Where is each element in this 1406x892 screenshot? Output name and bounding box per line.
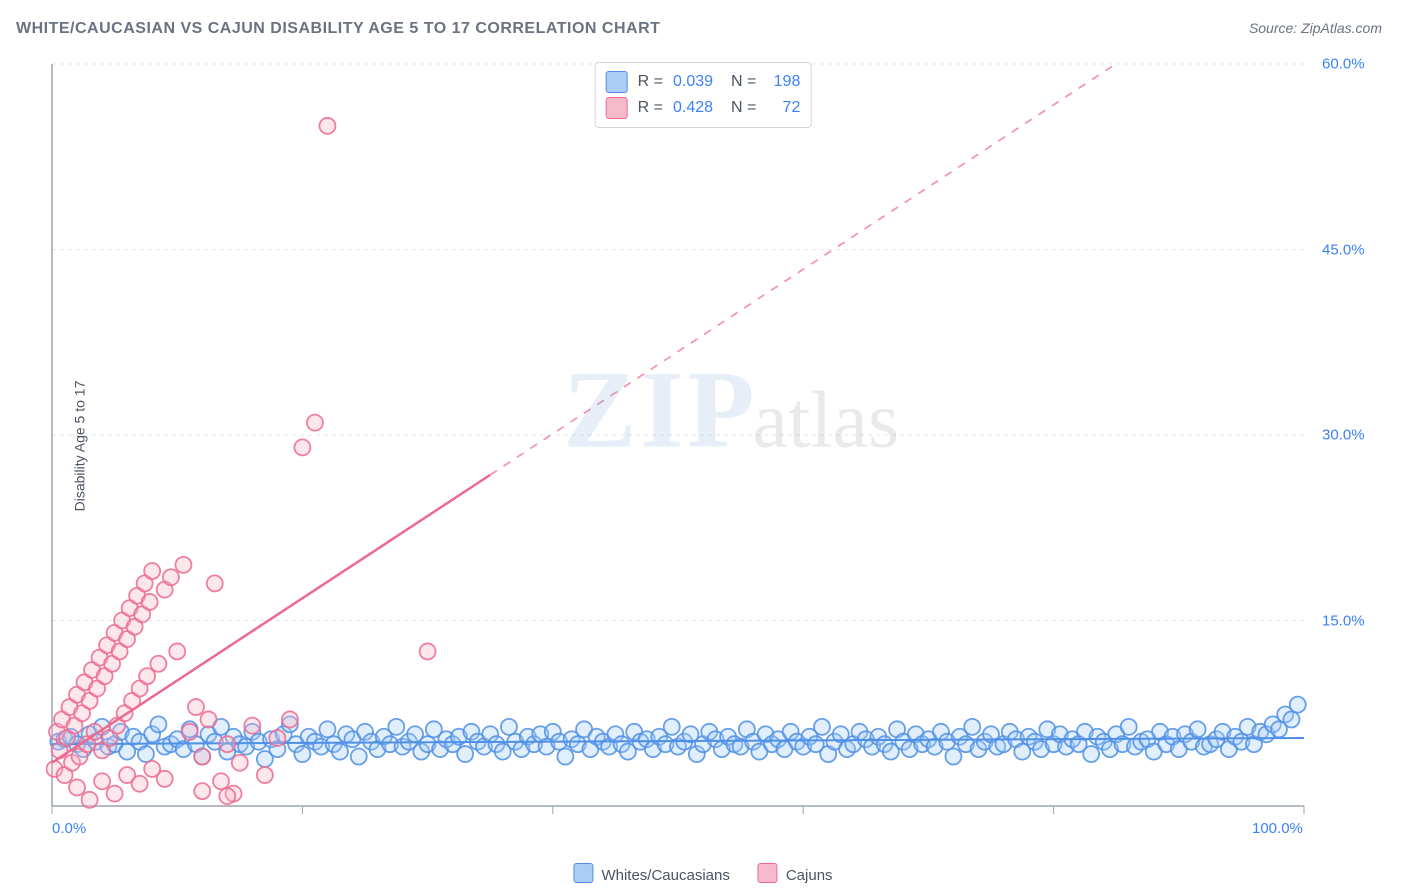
x-tick-label: 100.0% xyxy=(1252,820,1303,837)
y-tick-label: 60.0% xyxy=(1322,56,1365,73)
correlation-legend-row: R = 0.428 N = 72 xyxy=(606,95,801,121)
n-label: N = xyxy=(731,95,756,121)
legend-label: Whites/Caucasians xyxy=(601,867,729,884)
r-value: 0.039 xyxy=(673,69,721,95)
r-label: R = xyxy=(638,69,663,95)
y-tick-label: 15.0% xyxy=(1322,612,1365,629)
chart-container xyxy=(46,58,1386,838)
legend-swatch xyxy=(573,863,593,883)
legend-swatch xyxy=(606,97,628,119)
y-tick-label: 30.0% xyxy=(1322,427,1365,444)
series-legend: Whites/Caucasians Cajuns xyxy=(573,863,832,884)
correlation-legend-row: R = 0.039 N = 198 xyxy=(606,69,801,95)
n-value: 72 xyxy=(766,95,800,121)
y-tick-label: 45.0% xyxy=(1322,241,1365,258)
correlation-legend: R = 0.039 N = 198 R = 0.428 N = 72 xyxy=(595,62,812,128)
n-label: N = xyxy=(731,69,756,95)
legend-label: Cajuns xyxy=(786,867,833,884)
legend-item: Cajuns xyxy=(758,863,833,884)
legend-swatch xyxy=(606,71,628,93)
chart-title: WHITE/CAUCASIAN VS CAJUN DISABILITY AGE … xyxy=(16,20,660,38)
x-tick-label: 0.0% xyxy=(52,820,86,837)
source-attribution: Source: ZipAtlas.com xyxy=(1249,20,1382,36)
r-value: 0.428 xyxy=(673,95,721,121)
scatter-chart xyxy=(46,58,1386,838)
r-label: R = xyxy=(638,95,663,121)
legend-swatch xyxy=(758,863,778,883)
legend-item: Whites/Caucasians xyxy=(573,863,729,884)
n-value: 198 xyxy=(766,69,800,95)
